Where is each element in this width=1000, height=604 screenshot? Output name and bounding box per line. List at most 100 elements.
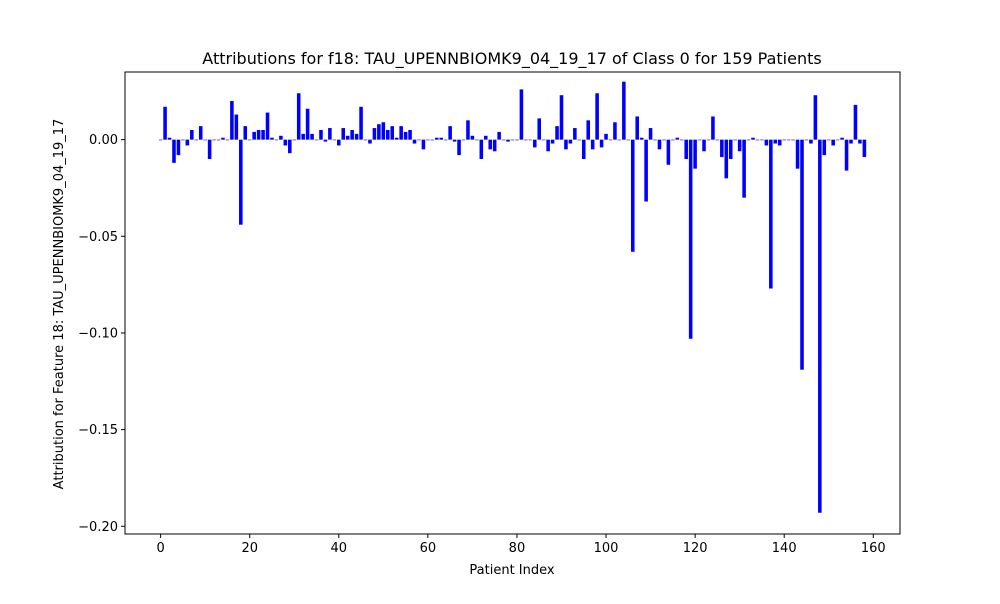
bar-patient-80 [515, 139, 519, 141]
bar-patient-92 [568, 139, 573, 144]
axes-layer: 0 20 40 60 80 100 120 140 160 0.00 −0.05 −0.10 −0.15… [78, 71, 901, 556]
bar-patient-14 [221, 137, 225, 140]
x-tick-label: 100 [594, 541, 619, 556]
bar-patient-73 [483, 135, 488, 140]
bar-patient-139 [777, 139, 782, 146]
bar-patient-143 [795, 139, 800, 169]
bar-patient-99 [599, 139, 604, 148]
bar-patient-154 [844, 139, 849, 171]
bar-patient-12 [212, 139, 216, 141]
bar-patient-74 [488, 139, 493, 150]
bar-patient-0 [158, 139, 163, 141]
bar-patient-35 [314, 139, 319, 141]
bar-patient-145 [804, 139, 809, 141]
x-tick-label: 60 [420, 541, 437, 556]
bar-patient-89 [555, 126, 559, 140]
bar-patient-85 [537, 118, 541, 140]
bar-patient-65 [448, 126, 452, 140]
bar-patient-8 [194, 139, 199, 141]
bar-patient-17 [234, 114, 239, 140]
bar-patient-124 [711, 116, 715, 140]
bar-patient-121 [697, 139, 702, 141]
bar-patient-102 [613, 122, 617, 140]
bar-patient-115 [671, 139, 675, 141]
bar-patient-2 [167, 137, 172, 140]
bar-patient-114 [666, 139, 671, 165]
bar-patient-116 [675, 137, 680, 140]
bar-patient-111 [653, 139, 657, 141]
bar-patient-9 [198, 126, 203, 140]
bar-patient-20 [247, 139, 252, 141]
x-tick-label: 40 [331, 541, 348, 556]
bar-patient-62 [435, 137, 439, 140]
bar-patient-77 [501, 139, 506, 141]
bar-patient-10 [203, 139, 207, 141]
bar-patient-94 [577, 139, 582, 141]
bar-patient-142 [791, 139, 795, 141]
bar-patient-128 [728, 139, 733, 159]
bar-patient-156 [853, 104, 858, 140]
bar-patient-127 [724, 139, 729, 179]
bar-patient-42 [345, 135, 350, 140]
bar-patient-41 [341, 128, 346, 140]
bar-patient-138 [773, 139, 778, 144]
bar-patient-68 [461, 139, 466, 141]
bar-patient-69 [466, 120, 470, 140]
bar-patient-83 [528, 139, 533, 141]
bar-patient-126 [720, 139, 724, 158]
bar-patient-53 [394, 137, 399, 140]
bar-patient-157 [858, 139, 862, 144]
bar-patient-40 [337, 139, 341, 146]
bar-patient-64 [443, 139, 448, 141]
bars-layer [158, 81, 867, 513]
bar-patient-81 [519, 89, 524, 140]
bar-patient-137 [769, 139, 773, 289]
bar-patient-4 [176, 139, 181, 156]
bar-patient-33 [305, 108, 310, 140]
bar-patient-72 [479, 139, 484, 159]
bar-patient-22 [256, 129, 261, 140]
bar-patient-144 [800, 139, 804, 370]
bar-patient-25 [270, 137, 274, 140]
bar-patient-86 [541, 139, 546, 141]
bar-patient-45 [359, 106, 363, 140]
bar-patient-112 [657, 139, 662, 150]
bar-patient-54 [399, 126, 403, 140]
y-tick-label: −0.15 [78, 423, 118, 438]
bar-patient-84 [532, 139, 537, 148]
bar-patient-88 [550, 139, 555, 144]
bar-patient-60 [426, 139, 430, 141]
bar-patient-117 [679, 139, 684, 141]
bar-patient-98 [595, 93, 599, 140]
bar-patient-30 [292, 139, 297, 141]
bar-patient-34 [310, 133, 314, 140]
bar-patient-13 [216, 139, 221, 141]
bar-patient-49 [377, 124, 381, 140]
bar-patient-43 [350, 129, 354, 140]
bar-patient-101 [608, 139, 613, 141]
bar-patient-15 [225, 139, 230, 141]
bar-patient-87 [546, 139, 550, 152]
bar-patient-31 [296, 93, 301, 140]
bar-patient-18 [239, 139, 243, 225]
bar-patient-66 [452, 139, 457, 142]
bar-patient-79 [510, 139, 515, 141]
bar-patient-71 [475, 139, 479, 141]
bar-patient-135 [760, 139, 764, 141]
x-tick-label: 160 [861, 541, 886, 556]
bar-patient-109 [644, 139, 648, 202]
bar-patient-150 [826, 139, 831, 141]
bar-patient-151 [831, 139, 835, 146]
bar-patient-100 [604, 133, 608, 140]
y-tick-label: 0.00 [89, 133, 118, 148]
bar-patient-16 [230, 101, 234, 140]
bar-patient-120 [693, 139, 697, 169]
bar-patient-119 [688, 139, 693, 339]
bar-patient-96 [586, 120, 590, 140]
y-axis-label: Attribution for Feature 18: TAU_UPENNBIO… [52, 119, 67, 490]
chart-title: Attributions for f18: TAU_UPENNBIOMK9_04… [202, 49, 821, 69]
bar-patient-125 [715, 139, 720, 141]
bar-patient-57 [412, 139, 417, 144]
